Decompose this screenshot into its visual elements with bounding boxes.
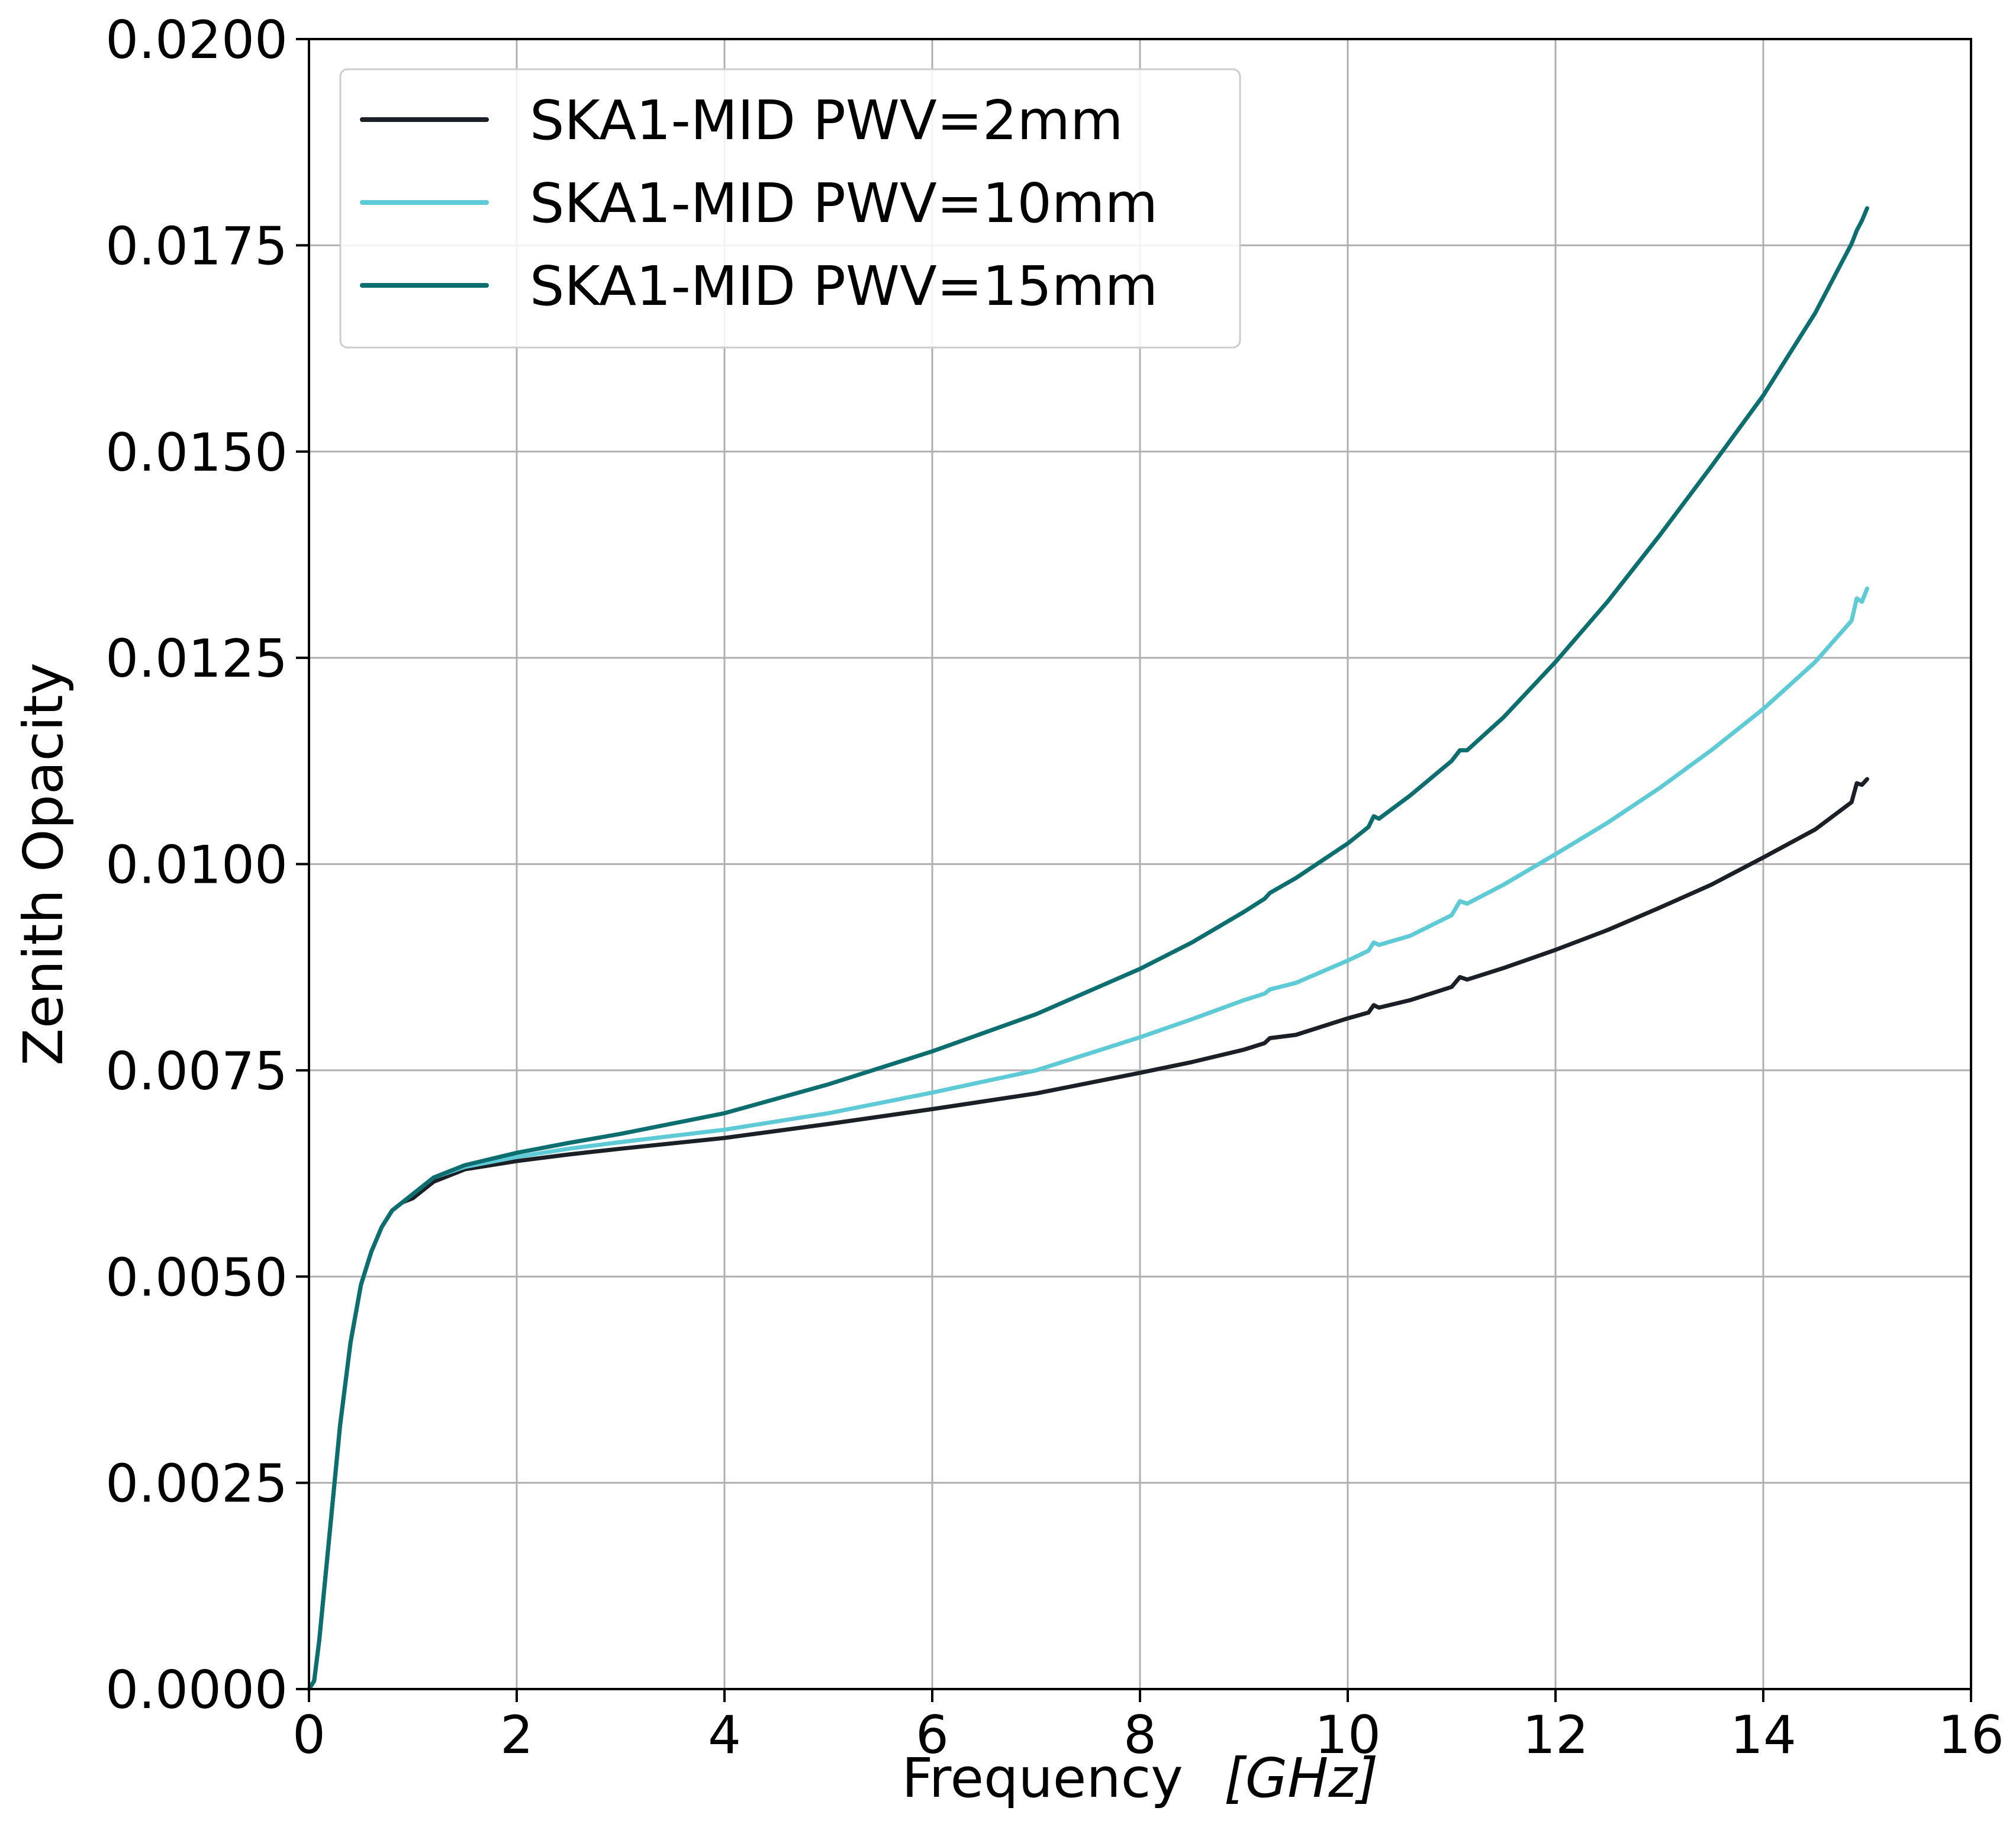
plot-area xyxy=(307,206,1869,1691)
x-tick-label: 16 xyxy=(1938,1704,2004,1765)
y-tick-label: 0.0025 xyxy=(105,1453,288,1514)
x-tick-label: 12 xyxy=(1522,1704,1589,1765)
x-tick-label: 0 xyxy=(292,1704,326,1765)
legend-label-1: SKA1-MID PWV=2mm xyxy=(530,89,1123,152)
x-axis-label-unit: [GHz] xyxy=(1224,1746,1379,1810)
series-line-3 xyxy=(307,206,1869,1691)
x-tick-label: 8 xyxy=(1123,1704,1157,1765)
x-tick-label: 14 xyxy=(1730,1704,1796,1765)
y-axis-label: Zenith Opacity xyxy=(12,662,75,1066)
legend-label-3: SKA1-MID PWV=15mm xyxy=(530,255,1158,318)
x-axis-label: Frequency [GHz] xyxy=(901,1746,1378,1810)
x-axis-label-text: Frequency xyxy=(901,1746,1183,1810)
x-tick-label: 6 xyxy=(916,1704,949,1765)
y-tick-label: 0.0175 xyxy=(105,216,288,276)
y-tick-label: 0.0125 xyxy=(105,628,288,689)
y-tick-label: 0.0200 xyxy=(105,9,288,70)
x-tick-label: 10 xyxy=(1315,1704,1381,1765)
y-tick-label: 0.0050 xyxy=(105,1247,288,1308)
legend-items: SKA1-MID PWV=2mm SKA1-MID PWV=10mm SKA1-MI… xyxy=(360,89,1158,318)
legend-box xyxy=(339,68,1241,349)
legend: SKA1-MID PWV=2mm SKA1-MID PWV=10mm SKA1-MI… xyxy=(339,68,1241,349)
x-tick-label: 2 xyxy=(500,1704,533,1765)
y-tick-label: 0.0100 xyxy=(105,835,288,896)
y-tick-label: 0.0150 xyxy=(105,422,288,483)
y-tick-label: 0.0075 xyxy=(105,1041,288,1102)
axis-ticks: 0 2 4 6 8 10 12 14 16 0.0000 0.0025 0.0050 0.0075 0.0… xyxy=(105,9,2004,1765)
x-tick-label: 4 xyxy=(708,1704,741,1765)
y-tick-label: 0.0000 xyxy=(105,1659,288,1720)
legend-label-2: SKA1-MID PWV=10mm xyxy=(530,172,1158,235)
